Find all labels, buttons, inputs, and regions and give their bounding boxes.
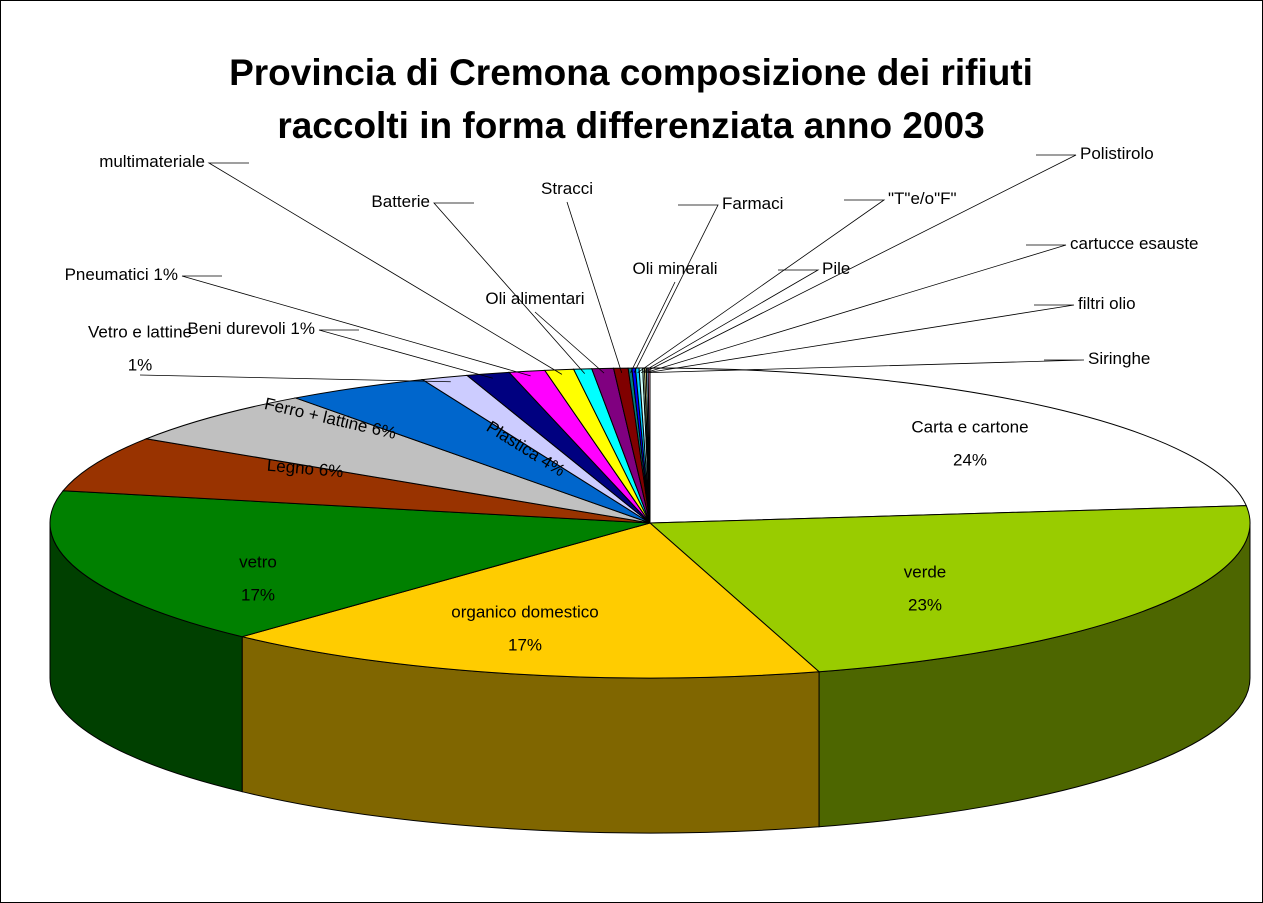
slice-label: Oli alimentari bbox=[485, 289, 584, 308]
category-name: Pneumatici bbox=[65, 265, 149, 284]
leader-line bbox=[630, 281, 676, 373]
slice-label: Legno 6% bbox=[266, 456, 344, 482]
slice bbox=[144, 397, 651, 524]
slice-label: Siringhe bbox=[1088, 349, 1150, 368]
slice-label: multimateriale bbox=[99, 152, 205, 171]
value-label: 17% bbox=[241, 585, 275, 604]
leader-line bbox=[139, 374, 451, 383]
chart-title: Provincia di Cremona composizione dei ri… bbox=[229, 52, 1033, 93]
category-name: filtri olio bbox=[1078, 294, 1136, 313]
category-name: cartucce esauste bbox=[1070, 234, 1199, 253]
category-name: Stracci bbox=[541, 179, 593, 198]
slice-label: Farmaci bbox=[722, 194, 783, 213]
slice-label: Carta e cartone bbox=[911, 417, 1028, 436]
slice-label: Oli minerali bbox=[632, 259, 717, 278]
category-name: Batterie bbox=[371, 192, 430, 211]
leader-line bbox=[643, 154, 1077, 374]
value-label: 1% bbox=[128, 355, 153, 374]
value-label: 1% bbox=[153, 265, 178, 284]
leader-line bbox=[433, 202, 586, 374]
category-name: Farmaci bbox=[722, 194, 783, 213]
slice-label: Polistirolo bbox=[1080, 144, 1154, 163]
leader-line bbox=[640, 269, 820, 374]
leader-line bbox=[207, 162, 563, 375]
slice bbox=[49, 490, 651, 638]
category-name: Siringhe bbox=[1088, 349, 1150, 368]
leader-line bbox=[566, 201, 623, 373]
value-label: 17% bbox=[508, 635, 542, 654]
slice-label: Pile bbox=[822, 259, 850, 278]
slice-label: Batterie bbox=[371, 192, 430, 211]
leader-line bbox=[633, 204, 719, 373]
value-label: 24% bbox=[953, 450, 987, 469]
category-name: Pile bbox=[822, 259, 850, 278]
leader-line bbox=[649, 359, 1085, 374]
category-name: Legno bbox=[266, 456, 315, 479]
slice-label: organico domestico bbox=[451, 602, 598, 621]
category-name: Polistirolo bbox=[1080, 144, 1154, 163]
slice-label: vetro bbox=[239, 552, 277, 571]
value-label: 1% bbox=[290, 319, 315, 338]
leader-line bbox=[181, 275, 531, 377]
category-name: Oli alimentari bbox=[485, 289, 584, 308]
category-name: "T"e/o"F" bbox=[888, 189, 957, 208]
leader-line bbox=[534, 311, 605, 374]
pie bbox=[49, 367, 1251, 834]
value-label: 6% bbox=[318, 461, 344, 482]
leader-line bbox=[637, 199, 886, 374]
slice-label: "T"e/o"F" bbox=[888, 189, 957, 208]
slice bbox=[648, 505, 1251, 673]
slice-label: verde bbox=[904, 562, 947, 581]
slice bbox=[62, 438, 651, 524]
slice-label: Beni durevoli 1% bbox=[187, 319, 315, 338]
leader-line bbox=[645, 244, 1067, 374]
slice-label: cartucce esauste bbox=[1070, 234, 1199, 253]
leader-line bbox=[318, 329, 493, 379]
slice-label: Vetro e lattine bbox=[88, 322, 192, 341]
category-name: multimateriale bbox=[99, 152, 205, 171]
leader-line bbox=[647, 304, 1075, 374]
slice bbox=[240, 522, 821, 679]
category-name: Beni durevoli bbox=[187, 319, 285, 338]
slice bbox=[649, 367, 1247, 524]
chart-title: raccolti in forma differenziata anno 200… bbox=[277, 105, 984, 146]
value-label: 23% bbox=[908, 595, 942, 614]
slice-label: Pneumatici 1% bbox=[65, 265, 178, 284]
slice-label: Stracci bbox=[541, 179, 593, 198]
slice-label: filtri olio bbox=[1078, 294, 1136, 313]
category-name: Oli minerali bbox=[632, 259, 717, 278]
